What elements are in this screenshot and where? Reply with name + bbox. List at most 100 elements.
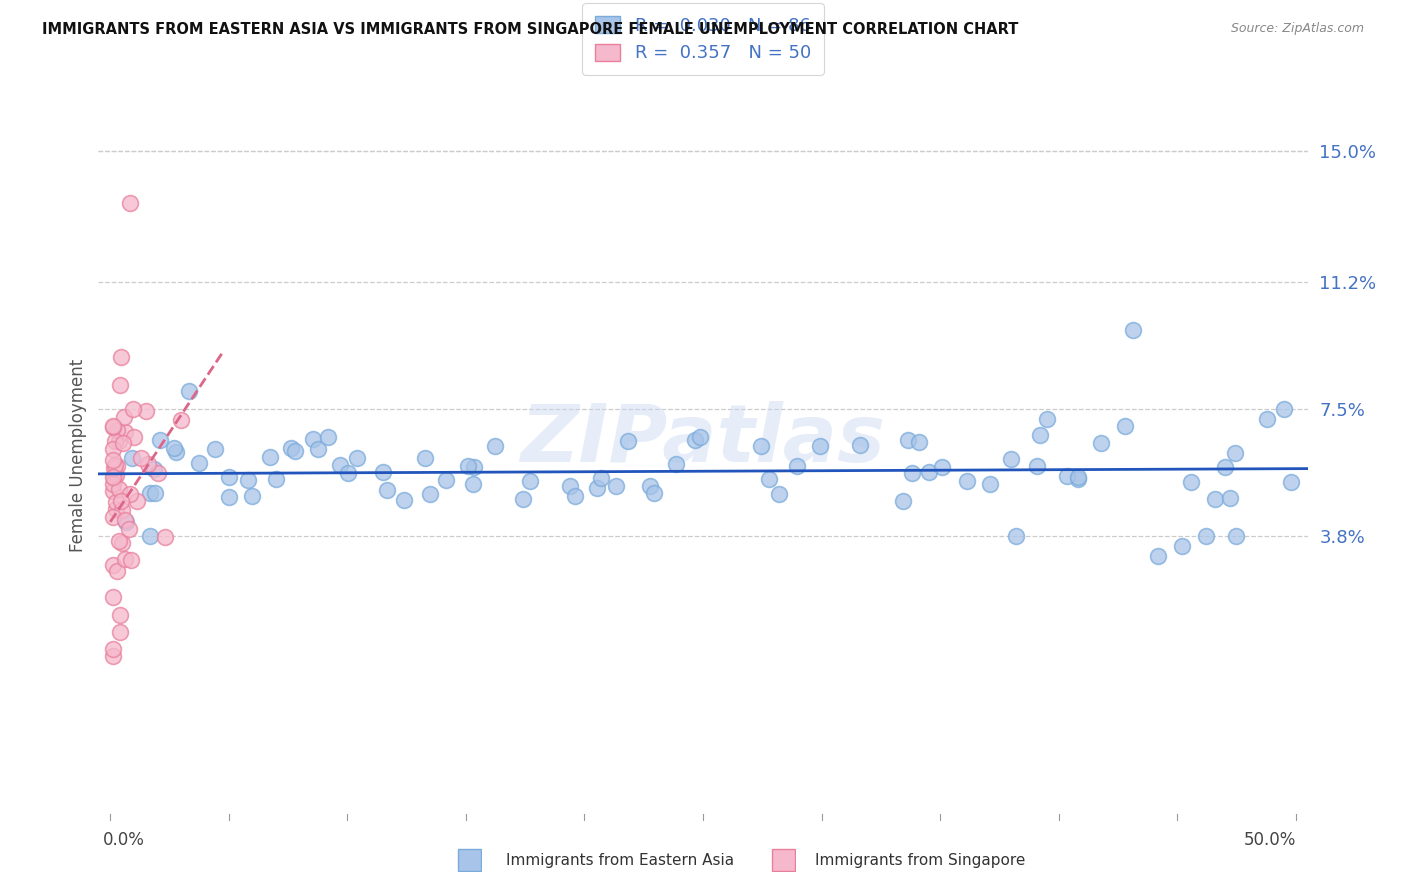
Point [101, 419, 124, 434]
Point [104, 434, 127, 448]
Point [139, 486, 162, 500]
Point [564, 489, 586, 503]
Point [1122, 322, 1144, 336]
Point [114, 552, 136, 566]
Point [240, 489, 263, 503]
Point [101, 418, 124, 433]
Point [143, 462, 166, 476]
Point [118, 195, 141, 210]
Point [114, 515, 136, 529]
Point [585, 482, 607, 496]
Text: Source: ZipAtlas.com: Source: ZipAtlas.com [1230, 22, 1364, 36]
Point [1180, 475, 1202, 490]
Text: ZIPatlas: ZIPatlas [520, 401, 886, 479]
Text: Immigrants from Eastern Asia: Immigrants from Eastern Asia [506, 854, 734, 868]
Point [1215, 460, 1237, 475]
Point [484, 439, 506, 453]
Point [280, 442, 302, 456]
Point [187, 456, 209, 470]
Text: Immigrants from Singapore: Immigrants from Singapore [815, 854, 1026, 868]
Point [1223, 446, 1246, 460]
Point [149, 434, 172, 448]
Point [101, 453, 124, 467]
Point [108, 607, 131, 622]
Point [104, 502, 127, 516]
Point [108, 624, 131, 639]
Point [108, 534, 131, 549]
Point [112, 410, 135, 425]
Point [307, 442, 329, 457]
Point [1204, 491, 1226, 506]
Point [284, 444, 307, 458]
Point [316, 430, 339, 444]
Point [955, 474, 977, 488]
Point [918, 465, 941, 479]
Point [105, 494, 128, 508]
Point [139, 528, 162, 542]
Point [1056, 469, 1078, 483]
Point [371, 465, 394, 479]
Point [107, 434, 129, 449]
Point [118, 522, 141, 536]
Point [120, 553, 142, 567]
Text: 50.0%: 50.0% [1243, 831, 1296, 849]
Point [457, 459, 479, 474]
Point [121, 401, 143, 416]
Point [979, 477, 1001, 491]
Point [105, 423, 128, 437]
Point [236, 473, 259, 487]
Point [103, 458, 125, 472]
Point [138, 457, 160, 471]
Point [110, 350, 132, 364]
Point [605, 479, 627, 493]
Point [101, 648, 124, 663]
Point [135, 404, 157, 418]
Point [346, 450, 368, 465]
Point [105, 468, 128, 483]
Point [1005, 528, 1028, 542]
Point [931, 459, 953, 474]
Point [337, 466, 360, 480]
Point [177, 384, 200, 399]
Point [849, 438, 872, 452]
Point [463, 460, 485, 475]
Point [101, 484, 124, 499]
Point [434, 473, 457, 487]
Point [101, 558, 124, 573]
Point [114, 513, 136, 527]
Point [105, 458, 128, 473]
Point [122, 429, 145, 443]
Point [375, 483, 398, 498]
Point [1067, 472, 1090, 486]
Point [155, 530, 177, 544]
Point [114, 425, 136, 439]
Point [786, 459, 808, 474]
Point [105, 565, 128, 579]
Point [685, 433, 707, 447]
Point [1272, 401, 1295, 416]
Point [897, 433, 920, 447]
Point [907, 435, 929, 450]
Point [218, 490, 240, 504]
Text: 0.0%: 0.0% [103, 831, 145, 849]
Point [689, 429, 711, 443]
Point [101, 442, 124, 457]
Point [768, 486, 790, 500]
Point [1194, 528, 1216, 542]
Point [1147, 549, 1170, 564]
Point [110, 494, 132, 508]
Point [617, 434, 640, 449]
Point [901, 466, 924, 480]
Point [419, 487, 441, 501]
Point [101, 642, 124, 657]
Point [121, 451, 143, 466]
Point [101, 591, 124, 605]
Point [165, 445, 187, 459]
Point [170, 413, 193, 427]
Point [519, 475, 541, 489]
Point [112, 436, 135, 450]
Point [413, 450, 436, 465]
Point [461, 477, 484, 491]
Point [111, 503, 134, 517]
Point [101, 476, 124, 491]
